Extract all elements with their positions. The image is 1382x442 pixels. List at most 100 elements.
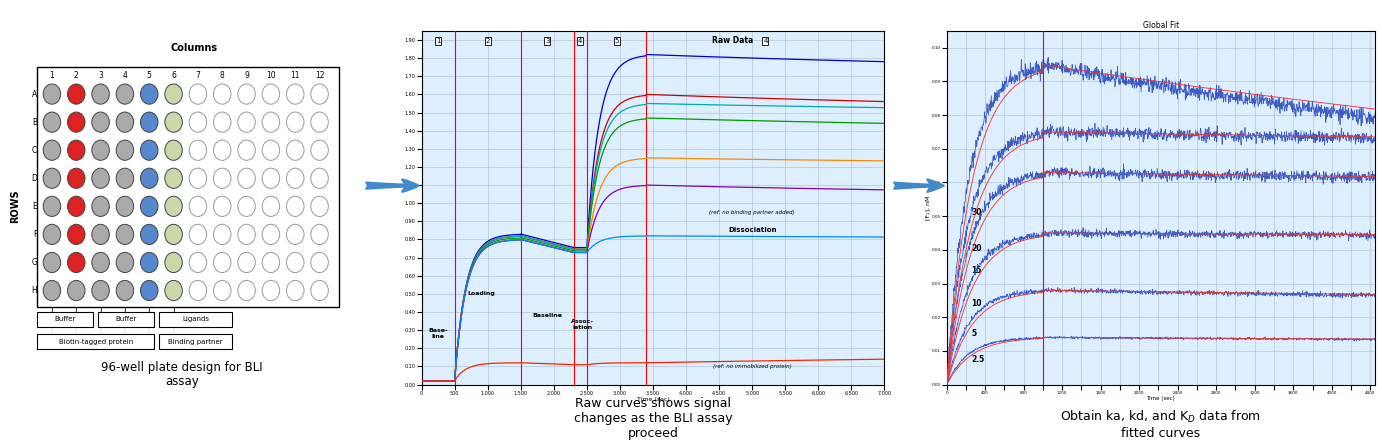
Circle shape (68, 140, 86, 160)
Circle shape (91, 252, 109, 273)
Text: 96-well plate design for BLI: 96-well plate design for BLI (101, 361, 263, 374)
Circle shape (141, 224, 158, 244)
Circle shape (189, 252, 207, 273)
Circle shape (164, 252, 182, 273)
Circle shape (311, 224, 329, 244)
Text: 4: 4 (763, 38, 767, 44)
X-axis label: Time (sec): Time (sec) (1147, 396, 1175, 401)
Text: Buffer: Buffer (55, 316, 76, 322)
Text: 1: 1 (50, 71, 54, 80)
Bar (37, 312, 93, 327)
Text: Assoc-
iation: Assoc- iation (571, 319, 594, 330)
Circle shape (263, 196, 279, 217)
Text: 20: 20 (972, 244, 981, 253)
Text: 8: 8 (220, 71, 225, 80)
Circle shape (68, 252, 86, 273)
Text: assay: assay (166, 375, 199, 388)
Circle shape (116, 280, 134, 301)
Bar (37, 68, 339, 307)
Text: 2: 2 (73, 71, 79, 80)
Text: A: A (32, 90, 37, 99)
Text: 15: 15 (972, 266, 981, 275)
Circle shape (311, 168, 329, 188)
Bar (159, 312, 232, 327)
X-axis label: Time (sec): Time (sec) (637, 397, 669, 402)
Text: 6: 6 (171, 71, 176, 80)
Circle shape (68, 84, 86, 104)
Text: Binding partner: Binding partner (169, 339, 223, 345)
Circle shape (189, 112, 207, 132)
Text: 1: 1 (435, 38, 441, 44)
Text: 11: 11 (290, 71, 300, 80)
Circle shape (164, 84, 182, 104)
Circle shape (286, 112, 304, 132)
Text: Loading: Loading (467, 291, 495, 297)
Circle shape (263, 112, 279, 132)
Circle shape (43, 140, 61, 160)
Text: 7: 7 (195, 71, 200, 80)
Text: Dissociation: Dissociation (728, 227, 777, 233)
Circle shape (141, 196, 158, 217)
Circle shape (116, 84, 134, 104)
Circle shape (68, 280, 86, 301)
Circle shape (68, 196, 86, 217)
Text: G: G (32, 258, 37, 267)
Circle shape (141, 168, 158, 188)
Circle shape (311, 112, 329, 132)
Circle shape (116, 140, 134, 160)
Circle shape (213, 280, 231, 301)
Title: Global Fit: Global Fit (1143, 21, 1179, 30)
Text: C: C (32, 146, 37, 155)
Circle shape (43, 280, 61, 301)
Circle shape (263, 224, 279, 244)
Text: Buffer: Buffer (116, 316, 137, 322)
Text: (ref: no binding partner added): (ref: no binding partner added) (709, 210, 795, 215)
Bar (159, 334, 232, 350)
Circle shape (91, 280, 109, 301)
Circle shape (238, 112, 256, 132)
Text: ROWS: ROWS (11, 190, 21, 223)
Circle shape (238, 280, 256, 301)
Circle shape (263, 168, 279, 188)
Text: 4: 4 (123, 71, 127, 80)
Circle shape (91, 224, 109, 244)
Text: Raw curves shows signal
changes as the BLI assay
proceed: Raw curves shows signal changes as the B… (574, 397, 732, 440)
Circle shape (213, 140, 231, 160)
Circle shape (286, 224, 304, 244)
Circle shape (213, 112, 231, 132)
Text: Biotin-tagged protein: Biotin-tagged protein (58, 339, 133, 345)
Y-axis label: [F₁], nM: [F₁], nM (925, 195, 930, 220)
Text: 2.5: 2.5 (972, 354, 984, 364)
Text: Obtain ka, kd, and K$_D$ data from
fitted curves: Obtain ka, kd, and K$_D$ data from fitte… (1060, 409, 1262, 440)
Circle shape (116, 112, 134, 132)
Circle shape (311, 252, 329, 273)
Text: 12: 12 (315, 71, 325, 80)
Bar (98, 312, 155, 327)
Circle shape (286, 168, 304, 188)
Circle shape (238, 224, 256, 244)
Circle shape (189, 140, 207, 160)
Circle shape (189, 84, 207, 104)
Text: 3: 3 (98, 71, 104, 80)
Circle shape (238, 84, 256, 104)
Text: H: H (32, 286, 37, 295)
Circle shape (189, 168, 207, 188)
Circle shape (189, 280, 207, 301)
Circle shape (286, 140, 304, 160)
Circle shape (91, 140, 109, 160)
Text: 5: 5 (972, 329, 976, 338)
Circle shape (238, 168, 256, 188)
Circle shape (311, 196, 329, 217)
Circle shape (263, 280, 279, 301)
Text: E: E (33, 202, 37, 211)
Circle shape (141, 280, 158, 301)
Circle shape (164, 280, 182, 301)
Circle shape (213, 84, 231, 104)
Circle shape (189, 196, 207, 217)
Circle shape (43, 252, 61, 273)
Circle shape (43, 168, 61, 188)
Circle shape (141, 140, 158, 160)
Text: Raw Data: Raw Data (712, 36, 753, 46)
Circle shape (263, 140, 279, 160)
Text: Baseline: Baseline (532, 313, 562, 318)
